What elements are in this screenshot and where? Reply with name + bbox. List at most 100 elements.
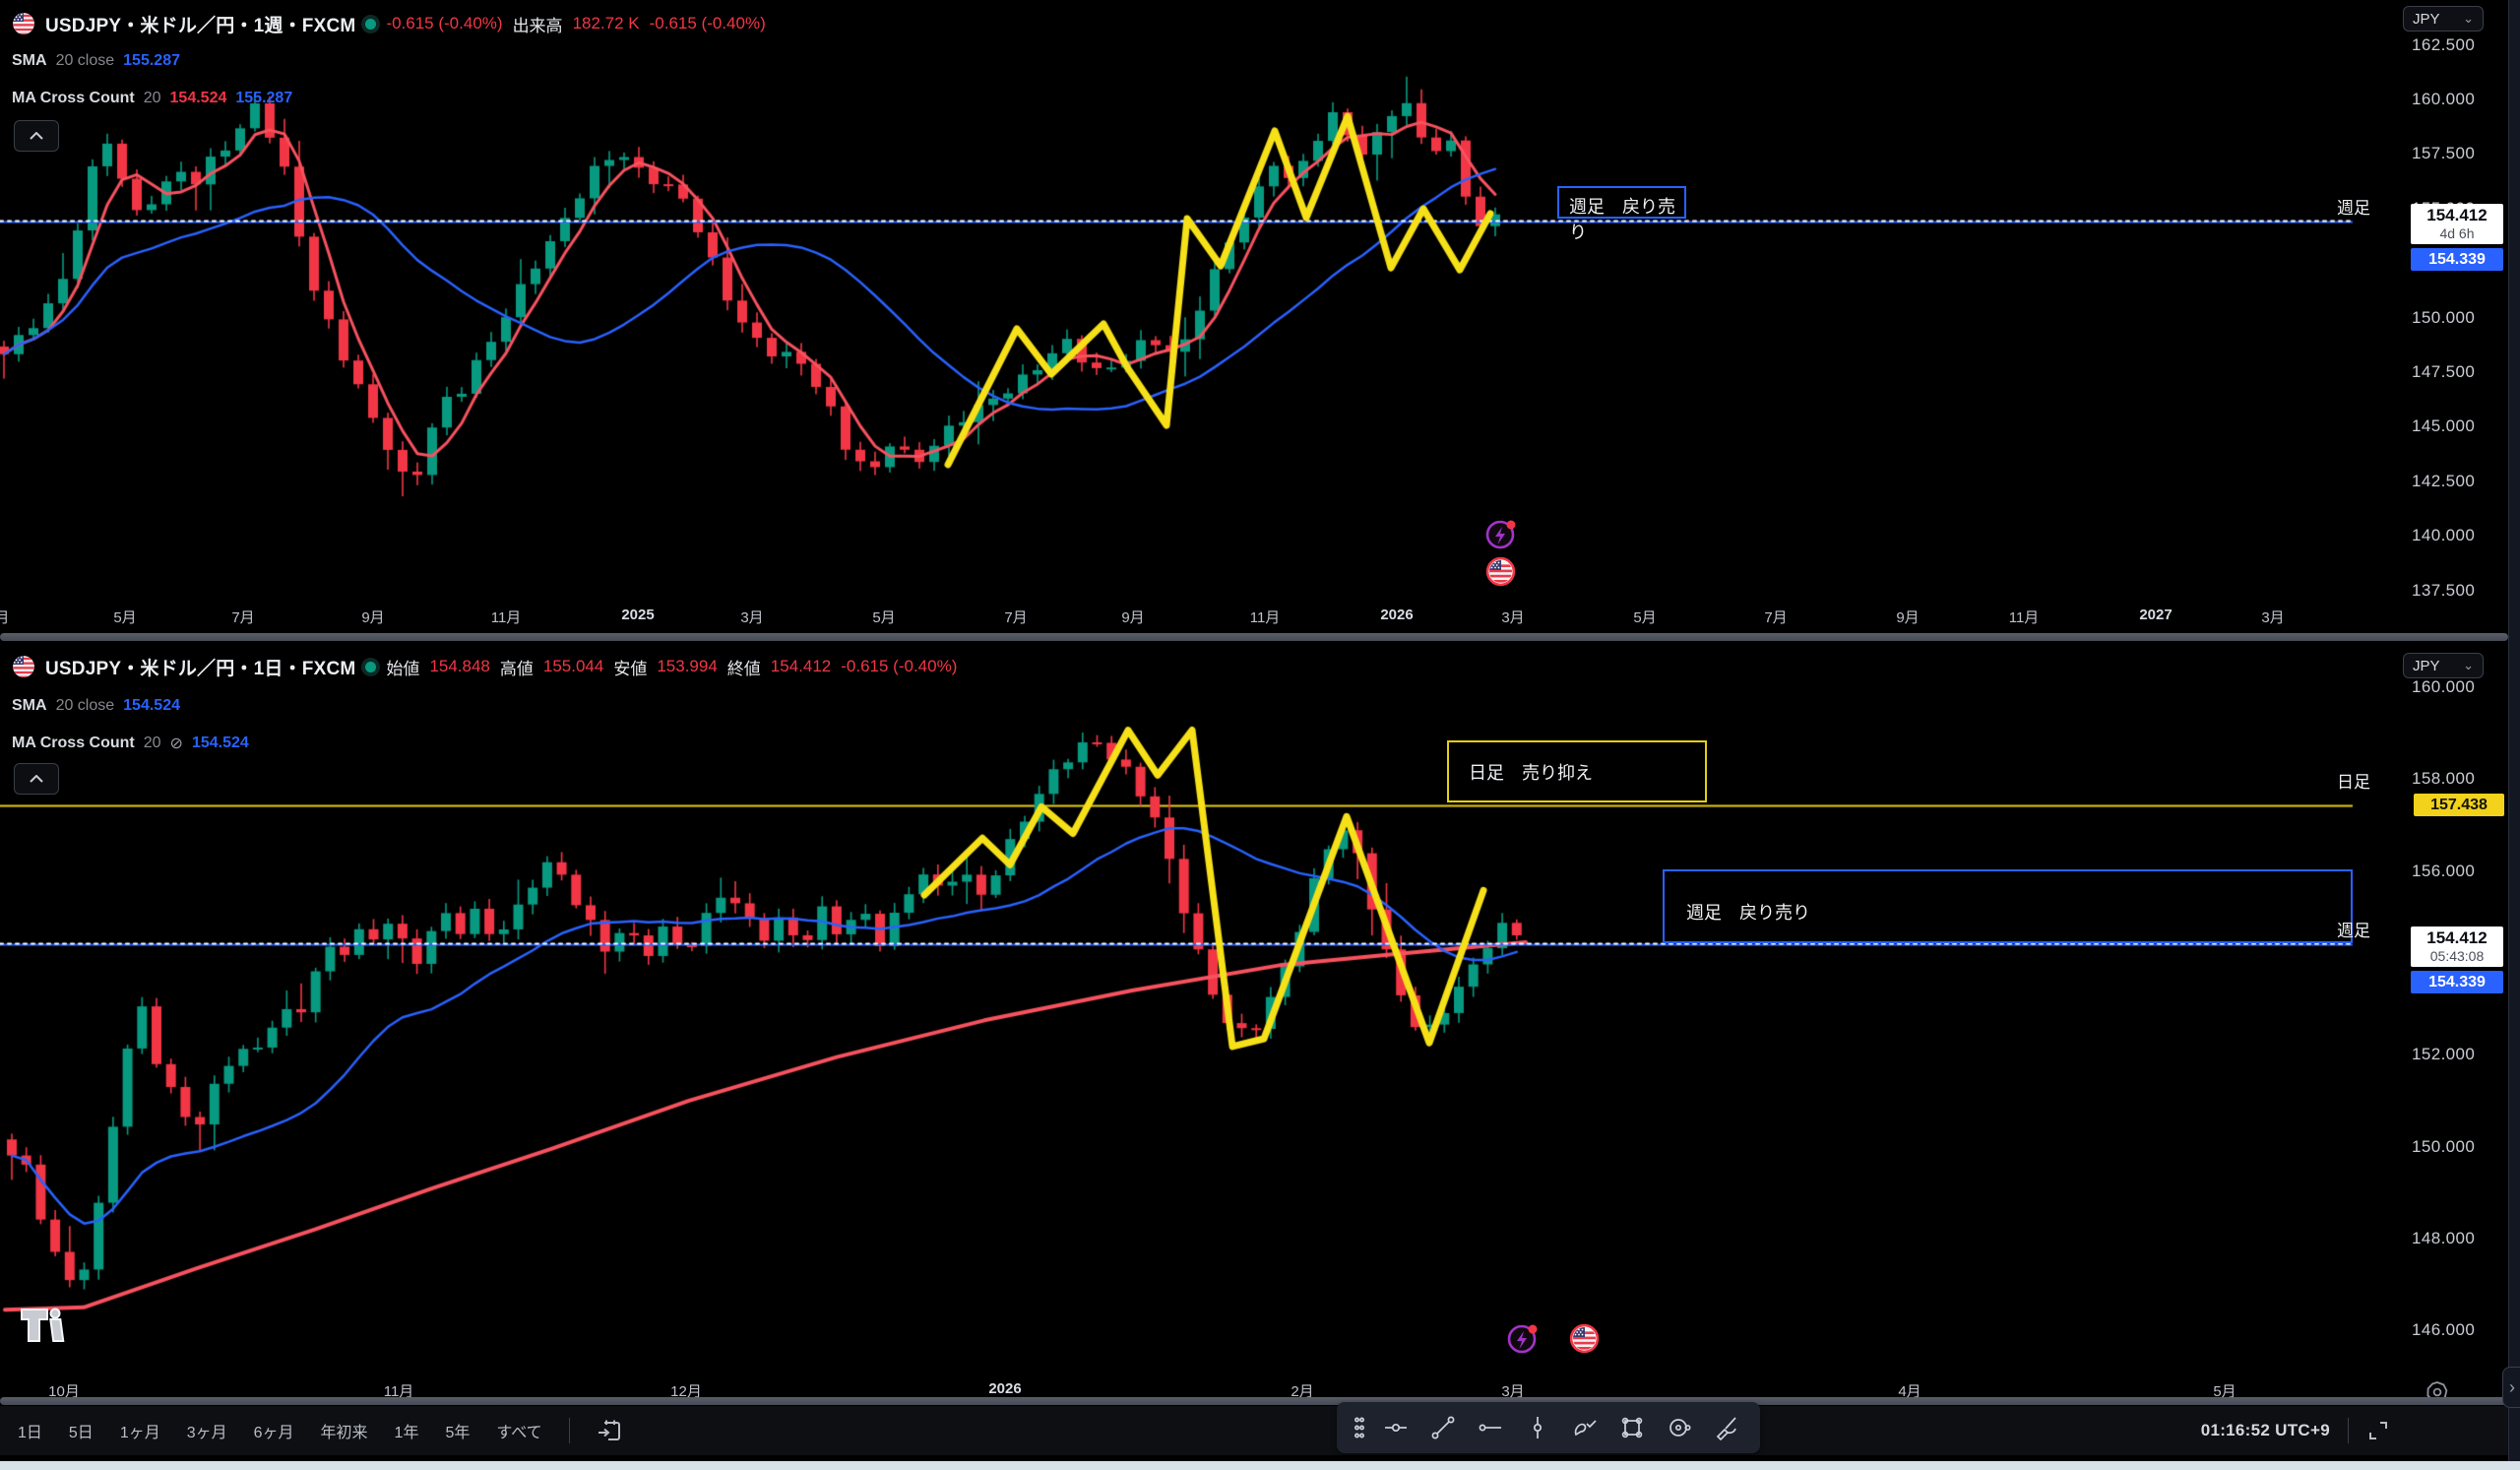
indicator-params: 20 xyxy=(143,735,161,751)
drag-handle[interactable] xyxy=(1349,1408,1370,1447)
price-tick-label: 152.000 xyxy=(2412,1045,2476,1064)
time-tick-label: 9月 xyxy=(1896,609,1920,626)
bottom-toolbar: 1日 5日 1ヶ月 3ヶ月 6ヶ月 年初来 1年 5年 すべて xyxy=(0,1402,2508,1455)
range-button-1ヶ月[interactable]: 1ヶ月 xyxy=(120,1419,160,1442)
brush-tool-icon[interactable] xyxy=(1705,1408,1748,1447)
price-tick-label: 158.000 xyxy=(2412,769,2476,789)
horizontal-ray-tool-icon[interactable] xyxy=(1469,1408,1512,1447)
weekly-macross-indicator-row[interactable]: MA Cross Count 20 154.524 155.287 xyxy=(12,87,292,110)
annotation-text: 週足 戻り売り xyxy=(1569,197,1675,242)
indicator-value: 154.524 xyxy=(123,697,180,714)
economic-events-flag-icon[interactable] xyxy=(1485,556,1516,592)
time-tick-label: 3月 xyxy=(740,609,764,626)
time-tick-label: 9月 xyxy=(361,609,385,626)
range-button-年初来[interactable]: 年初来 xyxy=(321,1419,368,1442)
weekly-symbol-header: USDJPY・米ドル／円・1週・FXCM -0.615 (-0.40%) 出来高… xyxy=(12,10,766,37)
time-tick-label: 7月 xyxy=(1004,609,1028,626)
symbol-title[interactable]: USDJPY・米ドル／円・1日・FXCM xyxy=(45,658,356,679)
weekly-sell-note-box-daily-pane[interactable]: 週足 戻り売り xyxy=(1663,869,2353,943)
indicator-value-2: 155.287 xyxy=(235,90,293,106)
range-button-6ヶ月[interactable]: 6ヶ月 xyxy=(254,1419,294,1442)
indicator-value: 154.524 xyxy=(191,735,249,751)
time-tick-label: 5月 xyxy=(872,609,896,626)
daily-sma-indicator-row[interactable]: SMA 20 close 154.524 xyxy=(12,694,180,718)
maximize-chart-icon[interactable] xyxy=(2366,1419,2390,1442)
events-lightning-icon[interactable] xyxy=(1506,1321,1540,1360)
indicator-name: MA Cross Count xyxy=(12,735,135,751)
volume-label: 出来高 xyxy=(512,16,563,35)
time-tick-label: 2025 xyxy=(621,607,655,623)
time-tick-label: 7月 xyxy=(231,609,255,626)
chevron-down-icon: ⌄ xyxy=(2463,658,2474,672)
weekly-last-price-badge: 154.339 xyxy=(2411,248,2503,271)
collapse-indicators-button[interactable] xyxy=(14,763,59,795)
circle-tool-icon[interactable] xyxy=(1658,1408,1701,1447)
weekly-sell-note-box[interactable]: 週足 戻り売り xyxy=(1557,186,1686,242)
pane-resize-divider[interactable] xyxy=(0,1397,2508,1405)
time-tick-label: 3月 xyxy=(1501,609,1525,626)
price-tick-label: 150.000 xyxy=(2412,307,2476,327)
collapse-indicators-button[interactable] xyxy=(14,120,59,152)
floating-drawing-toolbar xyxy=(1337,1402,1760,1453)
cross-line-tool-icon[interactable] xyxy=(1374,1408,1418,1447)
economic-events-flag-icon[interactable] xyxy=(1569,1323,1600,1359)
range-button-1年[interactable]: 1年 xyxy=(395,1419,419,1442)
range-button-5年[interactable]: 5年 xyxy=(445,1419,470,1442)
tradingview-logo[interactable] xyxy=(20,1308,75,1352)
price-tick-label: 145.000 xyxy=(2412,416,2476,436)
price-tick-label: 147.500 xyxy=(2412,362,2476,381)
daily-yellow-line-price-badge: 157.438 xyxy=(2414,794,2504,816)
daily-time-axis[interactable]: 10月 11月 12月 2026 2月 3月 4月 5月 xyxy=(0,1376,2353,1406)
high-value: 155.044 xyxy=(542,657,604,675)
daily-line-price-tooltip: 154.412 05:43:08 xyxy=(2411,927,2503,967)
daily-sell-note-box[interactable]: 日足 売り抑え xyxy=(1447,740,1707,802)
weekly-line-label: 週足 xyxy=(2337,199,2370,218)
time-tick-label: 11月 xyxy=(383,1383,414,1400)
indicator-params: 20 close xyxy=(55,52,115,69)
daily-last-price-badge: 154.339 xyxy=(2411,971,2503,993)
weekly-line-label-daily-pane: 週足 xyxy=(2337,922,2370,940)
time-tick-label: 2月 xyxy=(1291,1383,1314,1400)
price-tick-label: 146.000 xyxy=(2412,1320,2476,1340)
weekly-time-axis[interactable]: 月 5月 7月 9月 11月 2025 3月 5月 7月 9月 11月 2026 3月 5月 7月 9月 11月… xyxy=(0,603,2353,632)
daily-macross-indicator-row[interactable]: MA Cross Count 20 ⊘ 154.524 xyxy=(12,732,249,755)
time-tick-label: 9月 xyxy=(1121,609,1145,626)
vertical-line-tool-icon[interactable] xyxy=(1516,1408,1559,1447)
time-tick-label: 月 xyxy=(0,609,10,626)
rectangle-tool-icon[interactable] xyxy=(1610,1408,1654,1447)
open-panel-chevron[interactable]: › xyxy=(2502,1367,2520,1408)
indicator-value-1: 154.524 xyxy=(169,90,227,106)
weekly-sma-indicator-row[interactable]: SMA 20 close 155.287 xyxy=(12,49,180,73)
range-button-5日[interactable]: 5日 xyxy=(69,1419,94,1442)
time-tick-label: 2026 xyxy=(988,1380,1022,1397)
weekly-line-price-tooltip: 154.412 4d 6h xyxy=(2411,204,2503,244)
price-tick-label: 148.000 xyxy=(2412,1228,2476,1247)
range-button-すべて[interactable]: すべて xyxy=(496,1419,541,1442)
annotation-text: 日足 売り抑え xyxy=(1469,763,1593,783)
trend-line-tool-icon[interactable] xyxy=(1421,1408,1465,1447)
daily-symbol-header: USDJPY・米ドル／円・1日・FXCM 始値 154.848 高値 155.0… xyxy=(12,653,957,680)
symbol-title[interactable]: USDJPY・米ドル／円・1週・FXCM xyxy=(45,15,356,36)
time-tick-label: 5月 xyxy=(2213,1383,2236,1400)
range-button-1日[interactable]: 1日 xyxy=(18,1419,42,1442)
time-tick-label: 3月 xyxy=(1501,1383,1525,1400)
go-to-date-calendar-icon[interactable] xyxy=(597,1418,622,1443)
pane-resize-divider[interactable] xyxy=(0,633,2508,641)
price-tick-label: 142.500 xyxy=(2412,471,2476,490)
toolbar-separator xyxy=(2348,1418,2349,1443)
clock-utc-offset[interactable]: 01:16:52 UTC+9 xyxy=(2200,1421,2330,1439)
price-tick-label: 162.500 xyxy=(2412,34,2476,54)
indicator-name: MA Cross Count xyxy=(12,90,135,106)
low-label: 安値 xyxy=(613,659,648,678)
pencil-tool-icon[interactable] xyxy=(1563,1408,1606,1447)
events-lightning-icon[interactable] xyxy=(1484,517,1518,555)
daily-currency-dropdown[interactable]: JPY ⌄ xyxy=(2403,653,2484,678)
annotation-text: 週足 戻り売り xyxy=(1686,903,1810,923)
market-status-dot[interactable] xyxy=(365,18,377,30)
market-status-dot[interactable] xyxy=(365,661,377,672)
time-tick-label: 3月 xyxy=(2261,609,2285,626)
weekly-currency-dropdown[interactable]: JPY ⌄ xyxy=(2403,6,2484,32)
time-tick-label: 7月 xyxy=(1764,609,1788,626)
range-button-3ヶ月[interactable]: 3ヶ月 xyxy=(187,1419,227,1442)
